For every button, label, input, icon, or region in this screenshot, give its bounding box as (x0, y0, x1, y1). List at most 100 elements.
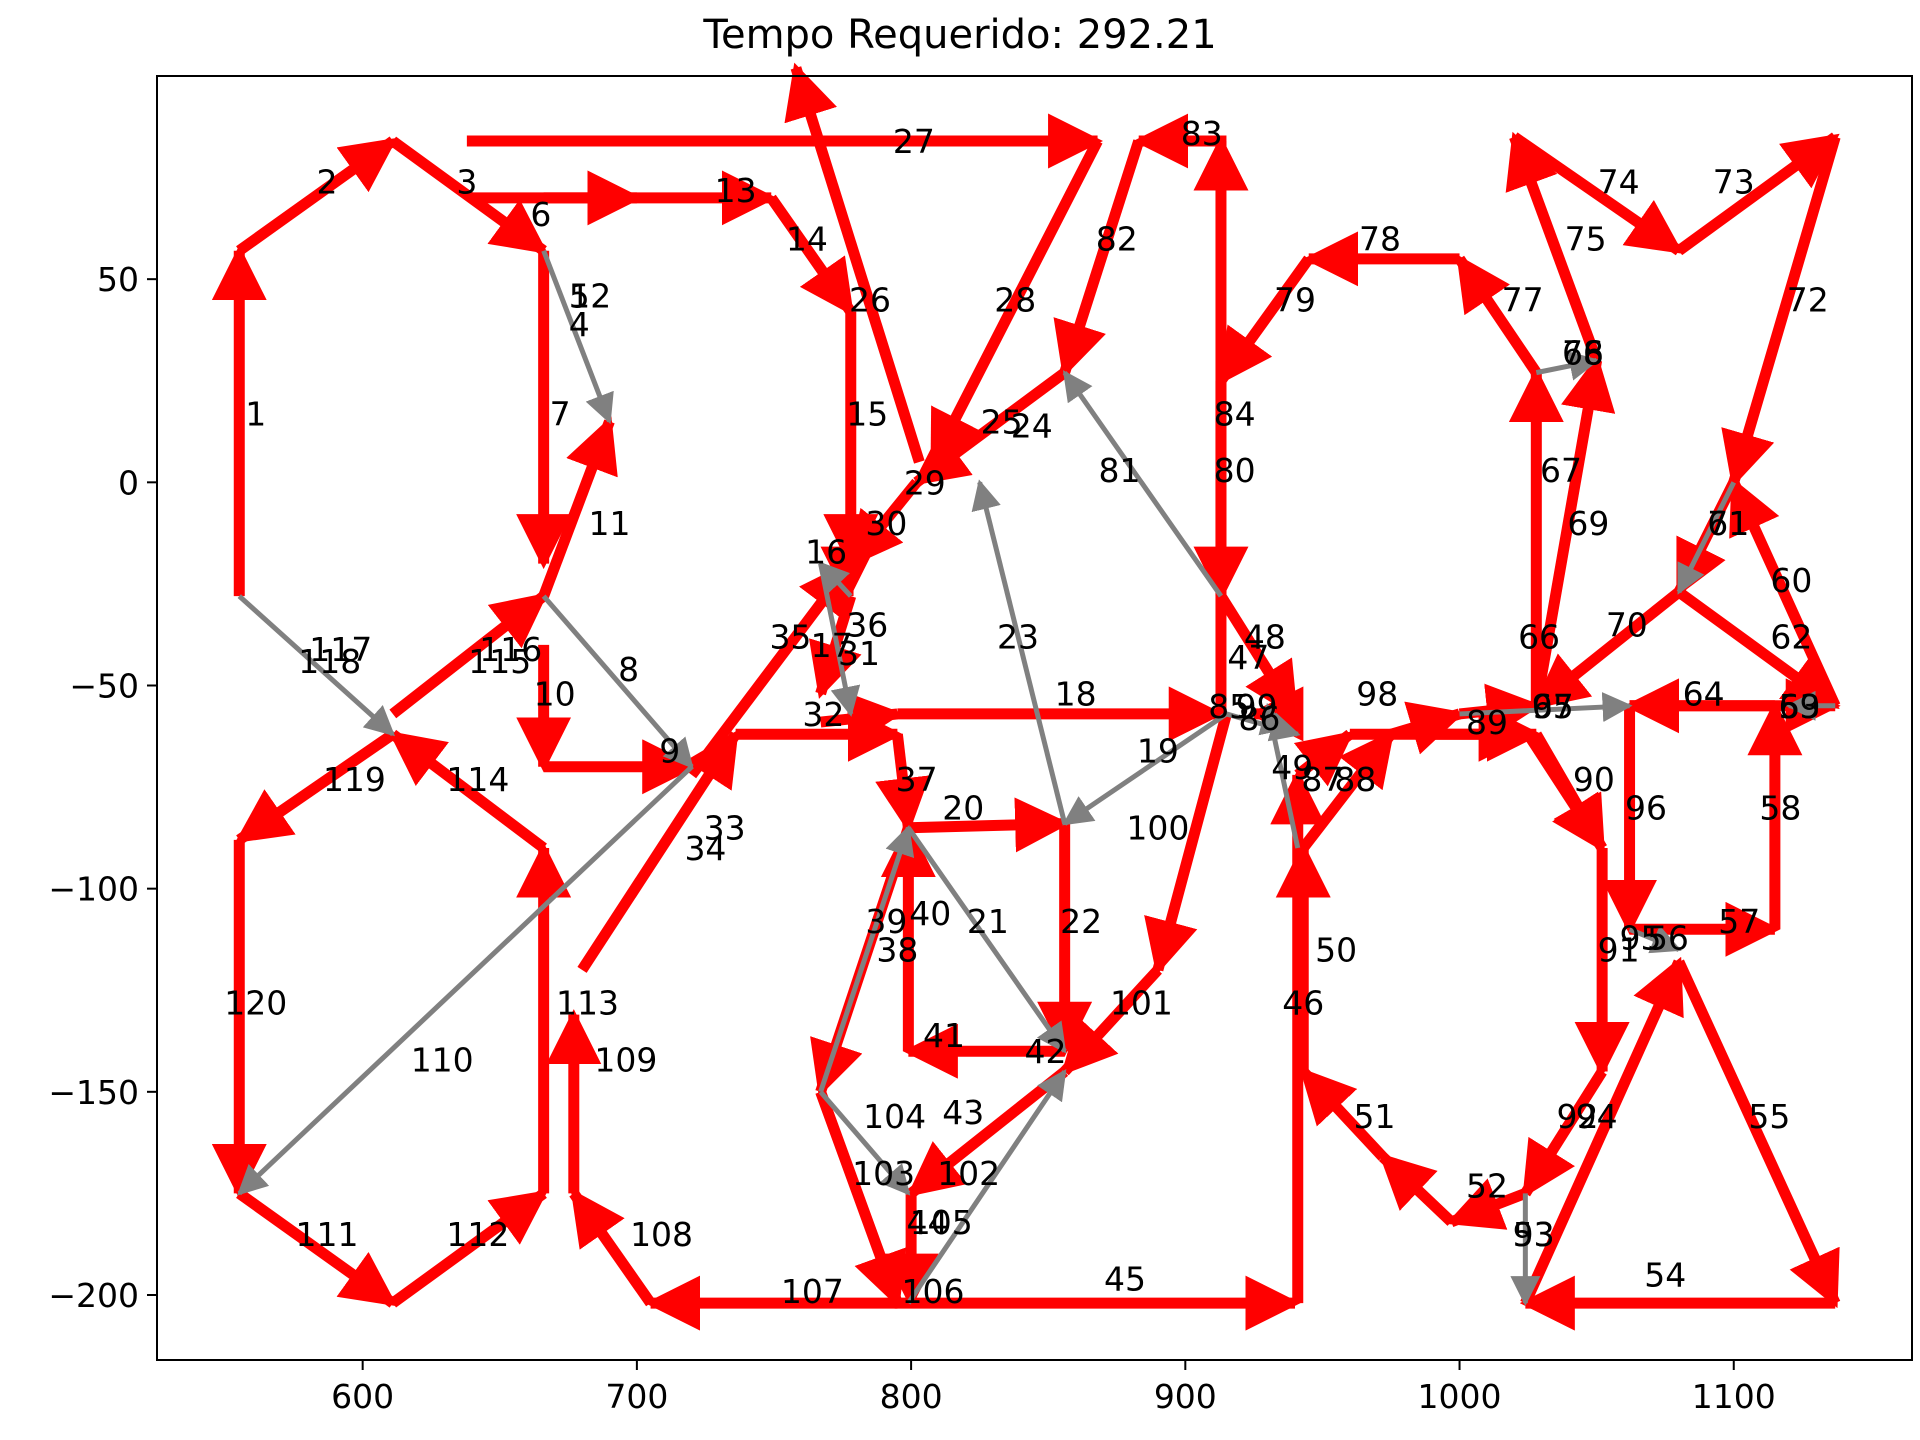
segment-label: 99 (1236, 687, 1278, 726)
red-route-segment (1378, 1152, 1456, 1226)
axes-frame (156, 75, 1913, 1361)
segment-label: 17 (811, 626, 853, 665)
gray-route-segment (237, 594, 396, 737)
segment-label: 23 (997, 618, 1039, 657)
segment-label: 115 (468, 642, 531, 681)
red-route-segment (1389, 701, 1465, 755)
red-route-segment (1673, 959, 1841, 1309)
y-tick-label: 0 (118, 463, 139, 502)
red-route-segment (1060, 966, 1162, 1076)
red-route-segment (1520, 1068, 1607, 1199)
segment-label: 58 (1759, 788, 1801, 827)
segment-label: 25 (981, 402, 1023, 441)
segment-label: 97 (1532, 687, 1574, 726)
red-route-segment (1446, 1178, 1528, 1230)
segment-label: 44 (907, 1203, 949, 1242)
segment-label: 90 (1573, 760, 1615, 799)
segment-label: 116 (479, 630, 542, 669)
segment-label: 1 (245, 394, 266, 433)
segment-label: 75 (1565, 220, 1607, 259)
gray-route-segment (1459, 692, 1633, 723)
segment-label: 111 (296, 1215, 359, 1254)
segment-label: 52 (1466, 1166, 1508, 1205)
segment-label: 107 (781, 1272, 844, 1311)
segment-label: 91 (1598, 931, 1640, 970)
red-route-segment (1675, 132, 1840, 256)
red-route-segment (1532, 587, 1683, 711)
y-tick-label: −50 (69, 666, 139, 705)
segment-label: 70 (1606, 606, 1648, 645)
gray-route-segment (1676, 481, 1736, 595)
segment-label: 104 (863, 1097, 926, 1136)
segment-label: 67 (1540, 451, 1582, 490)
segment-label: 49 (1271, 748, 1313, 787)
segment-label: 82 (1096, 220, 1138, 259)
segment-label: 93 (1513, 1215, 1555, 1254)
segment-label: 37 (896, 760, 938, 799)
gray-route-layer (237, 249, 1836, 1307)
segment-label: 95 (1620, 918, 1662, 957)
gray-route-segment (1258, 702, 1301, 849)
red-route-segment (908, 797, 1071, 853)
segment-label: 88 (1334, 760, 1376, 799)
segment-label: 112 (446, 1215, 509, 1254)
segment-label: 66 (1518, 618, 1560, 657)
segment-label: 35 (769, 618, 811, 657)
gray-route-segment (1628, 925, 1682, 954)
gray-route-segment (237, 764, 694, 1196)
segment-label: 28 (994, 280, 1036, 319)
gray-route-segment (541, 594, 694, 770)
red-route-segment (236, 1188, 398, 1308)
segment-label: 30 (865, 504, 907, 543)
red-route-segment (389, 1188, 549, 1308)
segment-label: 80 (1214, 451, 1256, 490)
red-route-segment (1298, 729, 1396, 852)
segment-label: 18 (1055, 675, 1097, 714)
segment-label: 54 (1644, 1256, 1686, 1295)
red-route-segment (928, 138, 1103, 467)
red-route-segment (569, 1188, 656, 1307)
red-route-segment (236, 136, 398, 256)
x-tick-label: 900 (1154, 1377, 1217, 1416)
red-route-segment (389, 591, 548, 719)
segment-label: 32 (802, 695, 844, 734)
red-route-segment (577, 729, 741, 973)
segment-label: 65 (1532, 687, 1574, 726)
red-route-segment (766, 194, 856, 317)
segment-label: 4 (569, 305, 590, 344)
segment-label: 81 (1099, 451, 1141, 490)
x-tick-label: 600 (331, 1377, 394, 1416)
segment-label: 86 (1238, 699, 1280, 738)
red-route-segment (1530, 355, 1616, 707)
gray-route-segment (1062, 370, 1224, 598)
segment-label: 3 (456, 163, 477, 202)
segment-label: 20 (942, 788, 984, 827)
y-tick-label: −150 (48, 1073, 139, 1112)
segment-label: 101 (1110, 983, 1173, 1022)
red-route-segment (784, 62, 925, 464)
segment-label: 53 (1513, 1215, 1555, 1254)
segment-label: 12 (569, 276, 611, 315)
red-route-segment (1505, 131, 1602, 363)
segment-label: 29 (904, 463, 946, 502)
segment-label: 117 (309, 630, 372, 669)
segment-label: 14 (786, 220, 828, 259)
segment-label: 57 (1718, 902, 1760, 941)
segment-label: 85 (1208, 687, 1250, 726)
y-tick-label: −200 (48, 1276, 139, 1315)
segment-label: 84 (1214, 394, 1256, 433)
segment-label: 92 (1556, 1097, 1598, 1136)
segment-label: 63 (1779, 687, 1821, 726)
segment-label: 48 (1244, 618, 1286, 657)
segment-label: 118 (298, 642, 361, 681)
red-route-segment (234, 729, 396, 845)
red-route-segment (1675, 587, 1840, 711)
segment-label: 11 (588, 504, 630, 543)
segment-label: 43 (942, 1093, 984, 1132)
segment-label: 8 (618, 650, 639, 689)
segment-label: 10 (534, 675, 576, 714)
red-route-segment (875, 733, 930, 834)
segment-label: 13 (715, 171, 757, 210)
segment-label: 78 (1359, 220, 1401, 259)
